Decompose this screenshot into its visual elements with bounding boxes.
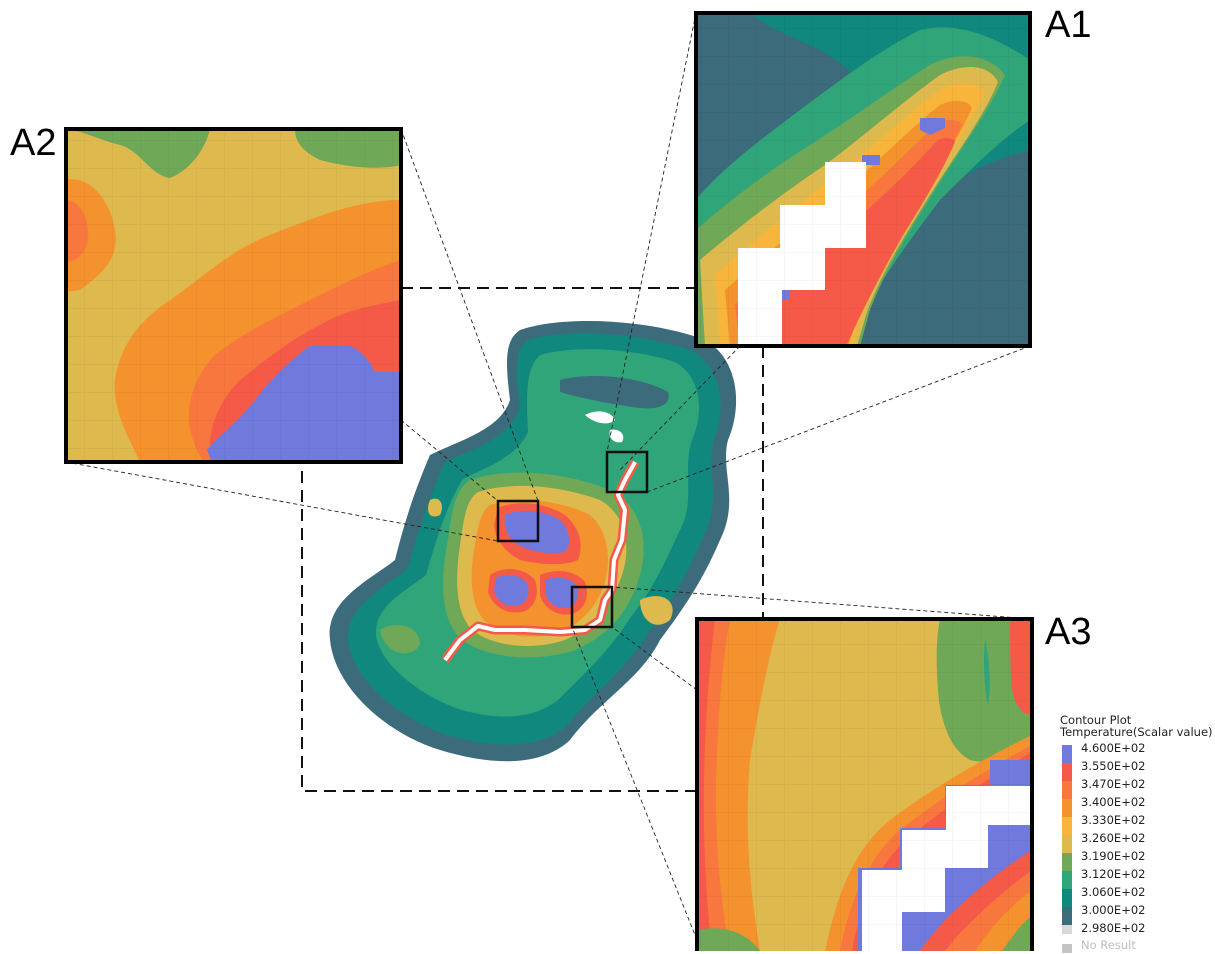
legend-value: 2.980E+02 <box>1081 921 1146 935</box>
legend-no-result: No Result <box>1060 938 1215 954</box>
legend-value: 3.330E+02 <box>1081 813 1146 827</box>
legend-swatch <box>1062 871 1072 889</box>
legend-swatch <box>1062 835 1072 853</box>
inset-a3 <box>697 619 1032 951</box>
legend-swatch <box>1062 853 1072 871</box>
inset-a1 <box>696 13 1030 346</box>
legend-rows: 4.600E+02 3.550E+02 3.470E+02 3.400E+02 3.33… <box>1060 742 1215 940</box>
legend-entry: 2.980E+02 <box>1060 922 1215 940</box>
legend-entry: 3.190E+02 <box>1060 849 1215 871</box>
legend-swatch <box>1062 781 1072 799</box>
no-result-label: No Result <box>1081 938 1136 952</box>
overview-dashed-frame <box>301 287 764 792</box>
legend-entry: 3.550E+02 <box>1060 759 1215 781</box>
legend: Contour Plot Temperature(Scalar value) 4… <box>1060 714 1215 954</box>
zoom-box-a2 <box>496 499 540 543</box>
legend-swatch <box>1062 799 1072 817</box>
legend-entry: 3.120E+02 <box>1060 867 1215 889</box>
legend-swatch <box>1062 907 1072 925</box>
legend-entry: 3.400E+02 <box>1060 795 1215 817</box>
legend-subtitle: Temperature(Scalar value) <box>1060 725 1213 739</box>
legend-swatch <box>1062 817 1072 835</box>
legend-value: 3.000E+02 <box>1081 903 1146 917</box>
legend-value: 3.060E+02 <box>1081 885 1146 899</box>
legend-entry: 3.330E+02 <box>1060 813 1215 835</box>
legend-title: Contour Plot <box>1060 713 1132 727</box>
legend-value: 3.260E+02 <box>1081 831 1146 845</box>
inset-label-a2: A2 <box>10 122 57 164</box>
no-result-swatch <box>1062 944 1072 953</box>
inset-label-a1: A1 <box>1045 4 1092 46</box>
legend-value: 3.470E+02 <box>1081 777 1146 791</box>
legend-value: 3.190E+02 <box>1081 849 1146 863</box>
legend-entry: 3.470E+02 <box>1060 777 1215 799</box>
legend-value: 3.400E+02 <box>1081 795 1146 809</box>
zoom-box-a3 <box>570 585 614 629</box>
legend-value: 4.600E+02 <box>1081 741 1146 755</box>
legend-swatch <box>1062 745 1072 763</box>
legend-swatch <box>1062 889 1072 907</box>
inset-a2 <box>66 129 401 462</box>
leader-lines <box>65 12 1033 941</box>
legend-entry: 3.000E+02 <box>1060 903 1215 925</box>
legend-entry: 4.600E+02 <box>1060 741 1215 763</box>
inset-label-a3: A3 <box>1045 611 1092 653</box>
legend-swatch <box>1062 763 1072 781</box>
zoom-box-a1 <box>605 450 649 494</box>
legend-swatch <box>1062 925 1072 934</box>
legend-value: 3.550E+02 <box>1081 759 1146 773</box>
legend-entry: 3.060E+02 <box>1060 885 1215 907</box>
legend-value: 3.120E+02 <box>1081 867 1146 881</box>
legend-entry: 3.260E+02 <box>1060 831 1215 853</box>
